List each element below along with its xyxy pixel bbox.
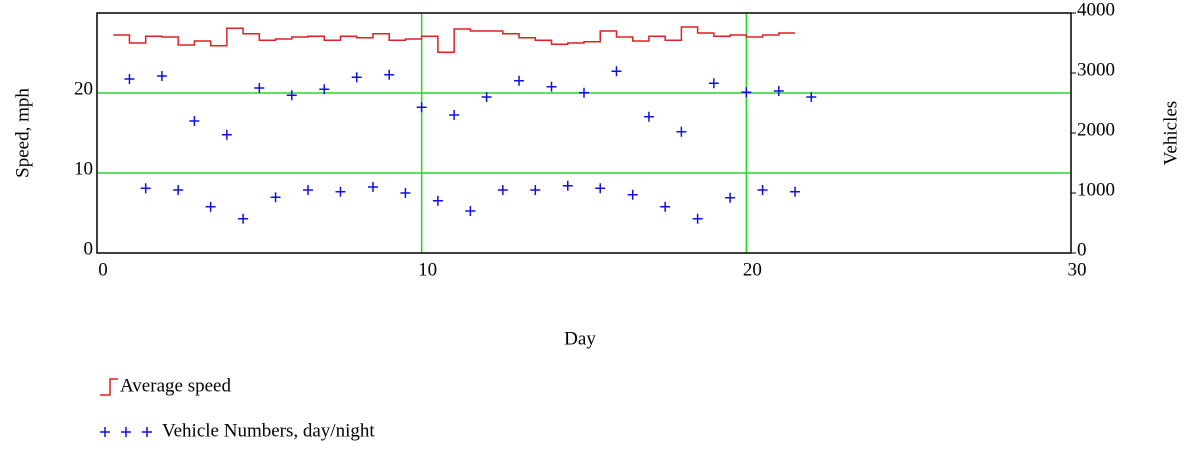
point (708, 78, 719, 89)
point (741, 87, 752, 98)
point (140, 183, 151, 194)
point (757, 185, 768, 195)
point (692, 213, 703, 224)
y2-tick-label: 4000 (1077, 0, 1115, 20)
point (303, 185, 314, 195)
point (514, 75, 525, 86)
point (465, 206, 476, 216)
x-tick-label: 10 (418, 259, 437, 280)
point (449, 110, 460, 120)
point (432, 195, 443, 206)
point (773, 86, 784, 96)
point (189, 116, 200, 126)
legend-label: Average speed (120, 375, 231, 396)
speed-line (113, 26, 796, 53)
point (546, 81, 557, 92)
point (286, 90, 297, 101)
point (367, 182, 378, 192)
legend-marker (142, 427, 152, 437)
x-axis-label: Day (564, 328, 596, 349)
point (384, 69, 395, 80)
legend-marker (100, 378, 118, 396)
y2-tick-label: 1000 (1077, 179, 1115, 200)
point (497, 185, 508, 195)
x-tick-label: 30 (1068, 259, 1087, 280)
x-tick-label: 20 (743, 259, 762, 280)
plot-frame (96, 12, 1072, 254)
y2-tick-label: 3000 (1077, 59, 1115, 80)
y2-tick-label: 2000 (1077, 119, 1115, 140)
point (319, 84, 330, 95)
y2-axis-label: Vehicles (1160, 101, 1181, 165)
point (335, 186, 346, 197)
point (530, 185, 541, 195)
point (611, 66, 622, 77)
y-tick-label: 10 (74, 158, 93, 179)
point (595, 183, 606, 194)
legend-label: Vehicle Numbers, day/night (162, 420, 375, 441)
legend-marker (121, 427, 131, 437)
point (238, 213, 249, 224)
point (627, 189, 638, 200)
point (400, 188, 411, 198)
point (205, 201, 216, 212)
point (579, 87, 589, 98)
legend-marker (100, 427, 110, 437)
point (221, 129, 232, 140)
y2-tick-label: 0 (1077, 239, 1087, 260)
point (254, 83, 265, 93)
point (270, 192, 281, 203)
point (562, 180, 573, 191)
point (725, 192, 736, 203)
point (481, 92, 492, 102)
y-tick-label: 0 (84, 238, 94, 259)
y-tick-label: 20 (74, 78, 93, 99)
point (660, 201, 671, 212)
point (643, 111, 654, 122)
point (806, 92, 817, 102)
point (124, 74, 135, 84)
x-tick-label: 0 (98, 259, 108, 280)
point (173, 185, 184, 195)
point (416, 102, 427, 113)
y-axis-label: Speed, mph (12, 88, 33, 178)
point (351, 72, 362, 83)
point (156, 71, 167, 81)
point (790, 186, 801, 197)
point (676, 126, 687, 137)
